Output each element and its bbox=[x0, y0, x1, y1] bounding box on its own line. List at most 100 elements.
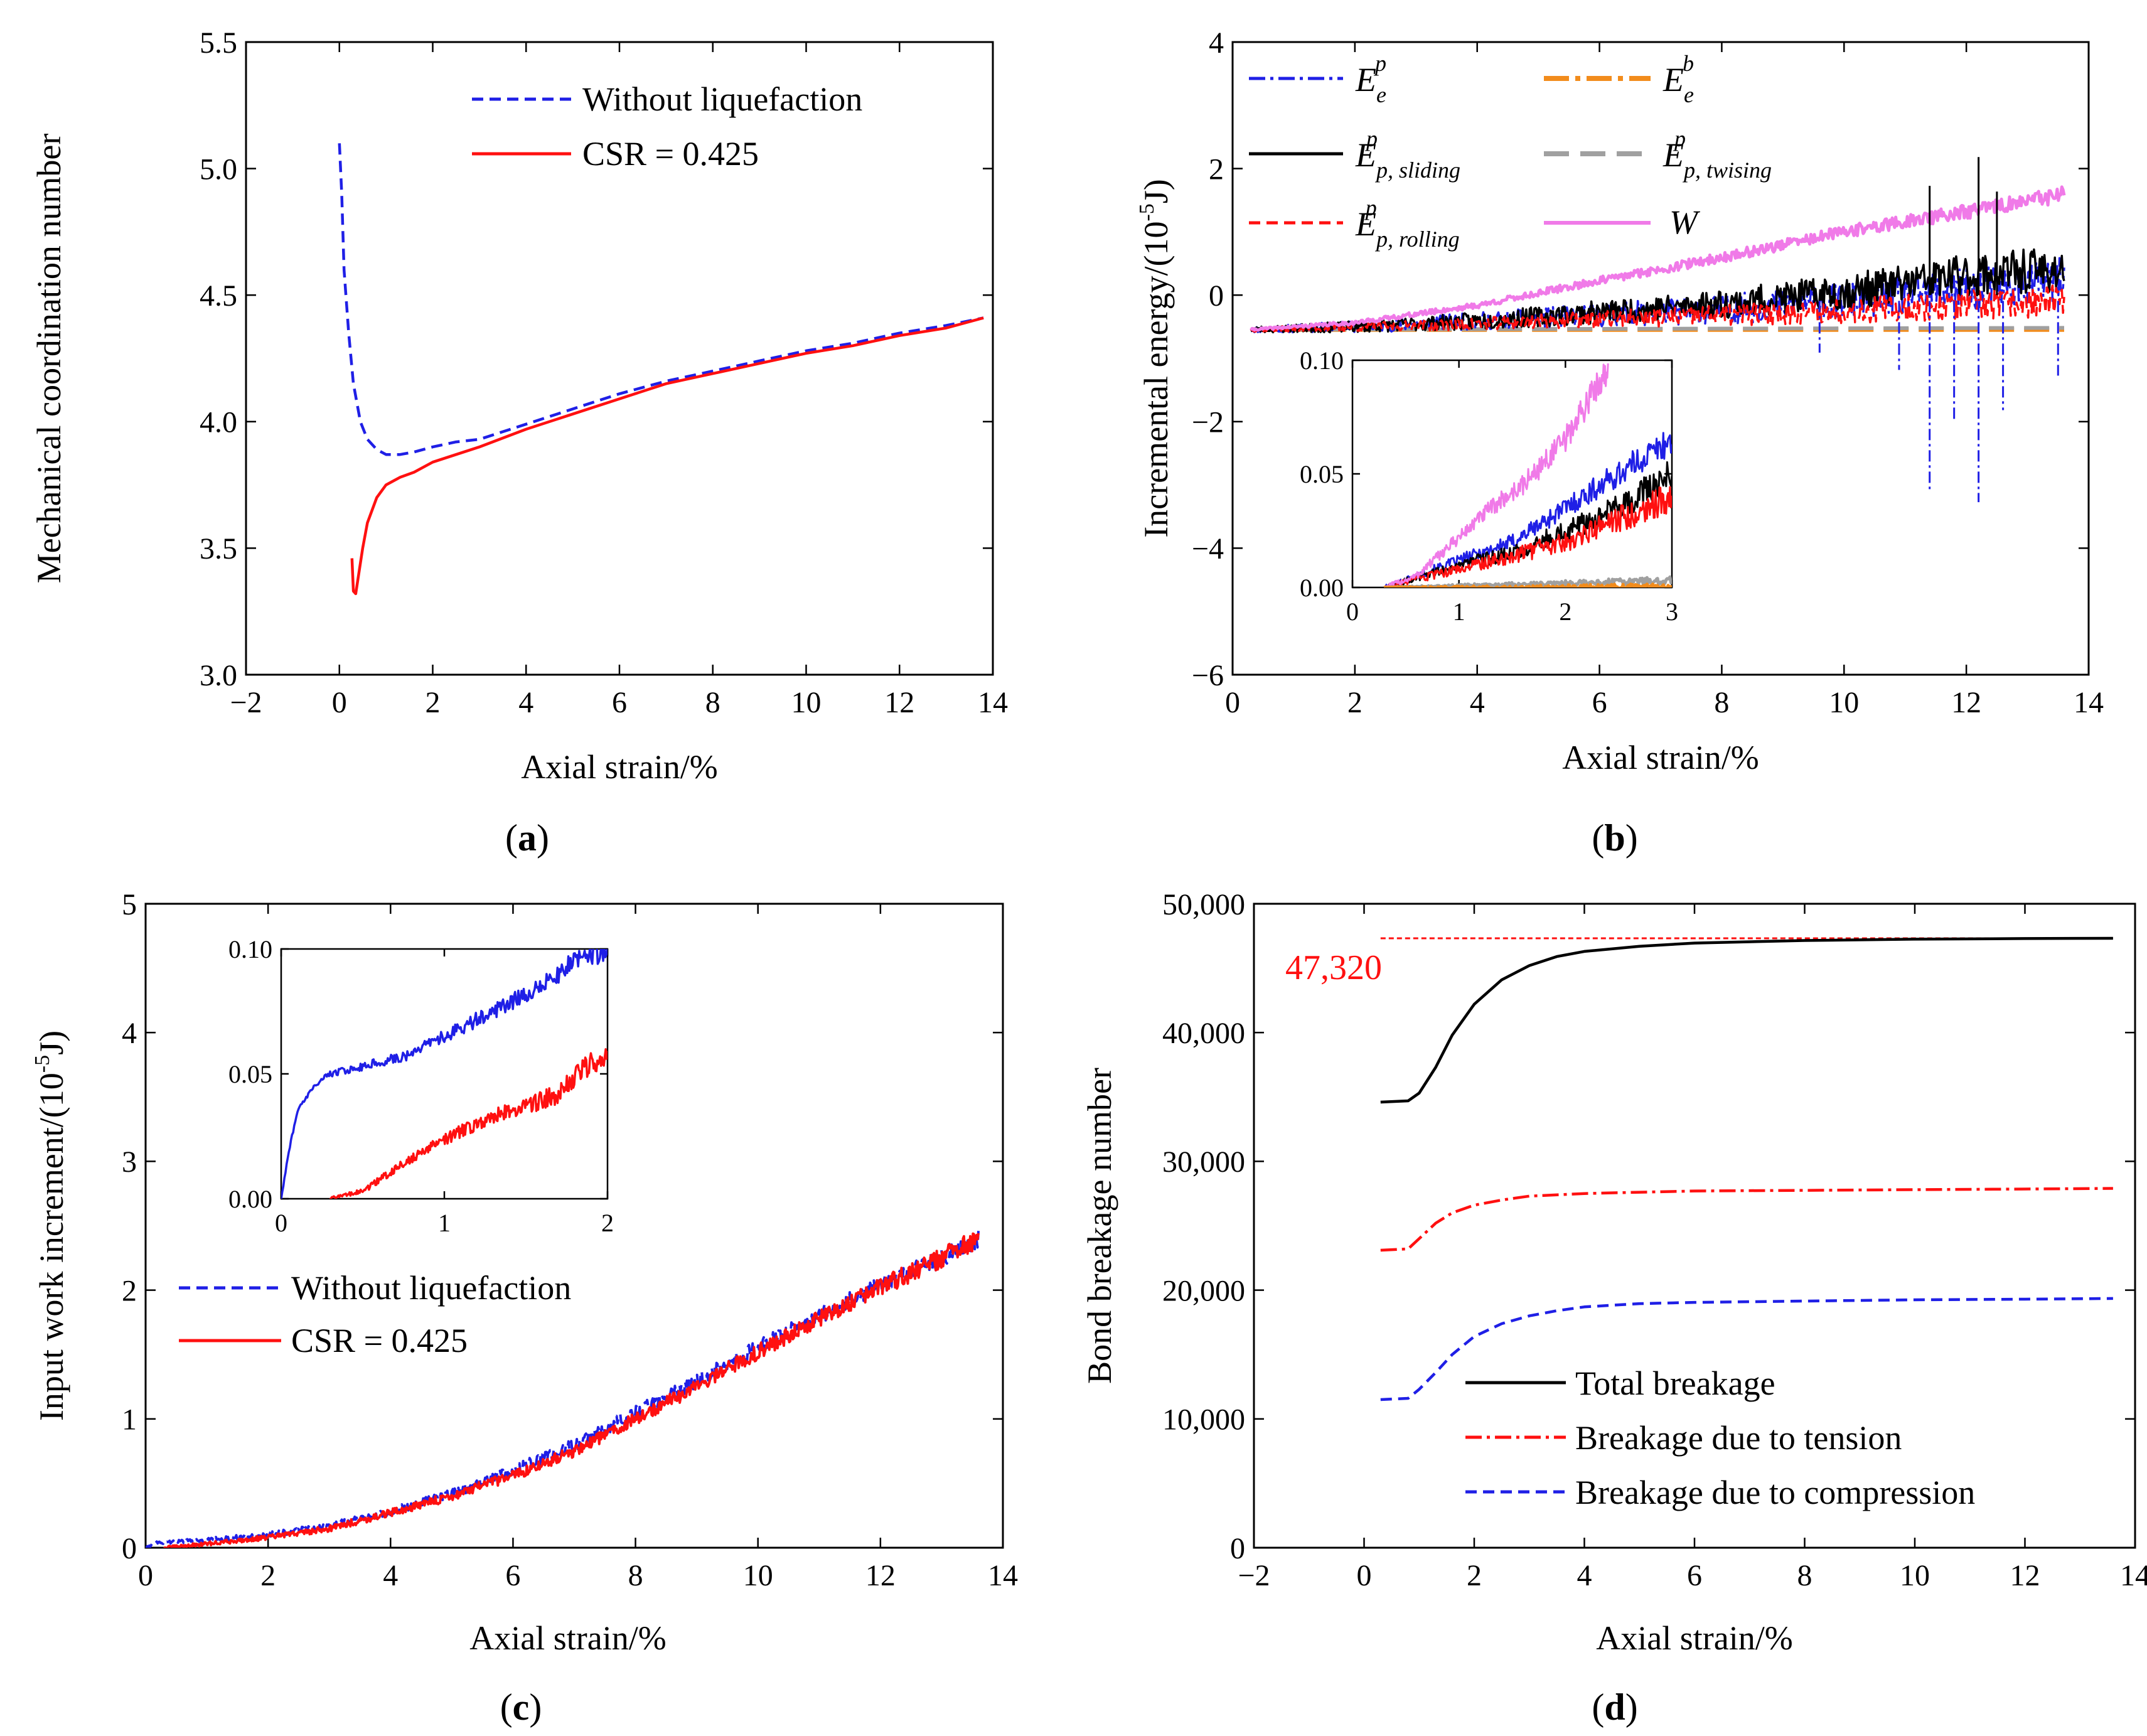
x-tick-label: 2 bbox=[260, 1559, 276, 1592]
line-d-total bbox=[1380, 936, 2113, 1104]
x-tick-label: 10 bbox=[1829, 686, 1859, 719]
inset-series-b bbox=[1383, 363, 1672, 587]
x-tick-label: 4 bbox=[383, 1559, 398, 1592]
caption-c: (c) bbox=[500, 1686, 542, 1728]
x-tick-label: 0 bbox=[275, 1209, 287, 1237]
xlabel-a: Axial strain/% bbox=[521, 748, 717, 786]
line-a-csr-0425 bbox=[350, 316, 984, 596]
x-tick-label: 8 bbox=[705, 686, 720, 719]
series-a bbox=[338, 143, 984, 596]
line-b-ep-twising bbox=[1251, 326, 2065, 332]
y-tick-label: 4 bbox=[122, 1017, 137, 1050]
plot-frame-c bbox=[144, 903, 1004, 1549]
y-tick-label: 50,000 bbox=[1162, 888, 1245, 921]
ylabel-b: Incremental energy/(10-5J) bbox=[1135, 179, 1175, 538]
x-tick-label: 6 bbox=[505, 1559, 520, 1592]
x-tick-label: 2 bbox=[1347, 686, 1363, 719]
line-b-w bbox=[1250, 185, 2066, 332]
inset-b-line bbox=[1384, 486, 1672, 587]
x-tick-label: 0 bbox=[1357, 1559, 1372, 1592]
xlabel-d: Axial strain/% bbox=[1596, 1619, 1792, 1657]
inset-b-line bbox=[1384, 461, 1672, 587]
ylabel-a: Mechanical coordination number bbox=[30, 134, 68, 584]
y-tick-label: −2 bbox=[1192, 406, 1224, 439]
y-tick-label: 0.00 bbox=[228, 1185, 272, 1213]
y-tick-label: 4 bbox=[1209, 26, 1224, 60]
y-tick-label: 0 bbox=[122, 1532, 137, 1565]
line-b-ep-rolling bbox=[1250, 284, 2065, 333]
ylabel-b-main: Incremental energy/(10 bbox=[1137, 222, 1175, 538]
y-tick-label: 0.10 bbox=[1300, 346, 1344, 375]
caption-a: (a) bbox=[505, 817, 549, 859]
x-tick-label: 14 bbox=[2120, 1559, 2147, 1592]
panel-a: −2 0 2 4 6 8 10 12 14 3.0 3.5 4.0 4.5 5.0 5.5 Axial st… bbox=[30, 26, 1008, 859]
y-tick-label: 0.05 bbox=[1300, 460, 1344, 488]
axis-ticks-d: −2 0 2 4 6 8 10 12 14010,00020,00030,00040,00050… bbox=[1162, 888, 2147, 1592]
x-tick-label: 8 bbox=[1714, 686, 1729, 719]
x-tick-label: 10 bbox=[743, 1559, 773, 1592]
inset-series-c bbox=[281, 949, 608, 1199]
y-tick-label: 30,000 bbox=[1162, 1145, 1245, 1179]
y-tick-label: 0 bbox=[1230, 1532, 1245, 1565]
x-tick-label: 6 bbox=[1592, 686, 1607, 719]
y-tick-label: 0.10 bbox=[228, 935, 272, 963]
legend-label-ep-rolling: Ep, rollingp bbox=[1355, 195, 1460, 252]
x-tick-label: 1 bbox=[438, 1209, 451, 1237]
y-tick-label: 4.0 bbox=[200, 406, 237, 439]
legend-label-compression: Breakage due to compression bbox=[1575, 1474, 1975, 1511]
y-tick-label: 20,000 bbox=[1162, 1274, 1245, 1307]
panel-d: −2 0 2 4 6 8 10 12 14010,00020,00030,00040,00050… bbox=[1081, 888, 2147, 1728]
ylabel-c-exp: -5 bbox=[31, 1055, 54, 1073]
xlabel-c: Axial strain/% bbox=[469, 1619, 666, 1657]
x-tick-label: 3 bbox=[1666, 597, 1678, 626]
x-tick-label: 12 bbox=[884, 686, 914, 719]
x-tick-label: 4 bbox=[518, 686, 533, 719]
y-tick-label: 40,000 bbox=[1162, 1017, 1245, 1050]
x-tick-label: 14 bbox=[988, 1559, 1018, 1592]
legend-label-tension: Breakage due to tension bbox=[1575, 1419, 1902, 1457]
caption-b: (b) bbox=[1592, 817, 1637, 859]
ylabel-b-end: J) bbox=[1137, 179, 1175, 203]
legend-label-csr: CSR = 0.425 bbox=[582, 135, 759, 173]
line-c-without-liquefaction bbox=[146, 1231, 980, 1548]
legend-label-ep-sliding: Ep, slidingp bbox=[1355, 126, 1460, 183]
series-c bbox=[146, 1231, 980, 1548]
x-tick-label: 4 bbox=[1577, 1559, 1592, 1592]
xlabel-b: Axial strain/% bbox=[1562, 739, 1759, 776]
y-tick-label: −4 bbox=[1192, 532, 1224, 565]
ylabel-c-end: J) bbox=[33, 1031, 70, 1055]
x-tick-label: 0 bbox=[1225, 686, 1240, 719]
annotation-47320: 47,320 bbox=[1285, 948, 1382, 987]
y-tick-label: 0.00 bbox=[1300, 574, 1344, 602]
x-tick-label: 0 bbox=[332, 686, 347, 719]
inset-b-line bbox=[1383, 582, 1672, 587]
line-c-csr-0425 bbox=[163, 1232, 980, 1548]
x-tick-label: 2 bbox=[1467, 1559, 1482, 1592]
x-tick-label: 10 bbox=[791, 686, 822, 719]
x-tick-label: 14 bbox=[2074, 686, 2104, 719]
series-d bbox=[1380, 936, 2113, 1401]
ylabel-d: Bond breakage number bbox=[1081, 1068, 1118, 1384]
y-tick-label: 5.0 bbox=[200, 153, 237, 186]
x-tick-label: 12 bbox=[1951, 686, 1981, 719]
x-tick-label: 0 bbox=[1346, 597, 1359, 626]
caption-d: (d) bbox=[1592, 1686, 1637, 1728]
legend-d: Total breakage Breakage due to tension B… bbox=[1465, 1364, 1975, 1511]
inset-c-line bbox=[329, 1048, 608, 1199]
y-tick-label: 5.5 bbox=[200, 26, 237, 60]
x-tick-label: 12 bbox=[2010, 1559, 2040, 1592]
inset-ticks-c: 0 1 2 0.00 0.05 0.10 bbox=[228, 935, 614, 1237]
ylabel-b-exp: -5 bbox=[1135, 203, 1159, 221]
y-tick-label: 2 bbox=[1209, 153, 1224, 186]
y-tick-label: −6 bbox=[1192, 659, 1224, 692]
line-d-tension bbox=[1380, 1187, 2113, 1252]
ylabel-c: Input work increment/(10-5J) bbox=[31, 1031, 70, 1421]
x-tick-label: 6 bbox=[612, 686, 627, 719]
legend-label-ee-b: Eeb bbox=[1662, 51, 1694, 107]
legend-label-c-without-liquefaction: Without liquefaction bbox=[291, 1269, 571, 1307]
x-tick-label: 8 bbox=[628, 1559, 643, 1592]
x-tick-label: 14 bbox=[978, 686, 1008, 719]
